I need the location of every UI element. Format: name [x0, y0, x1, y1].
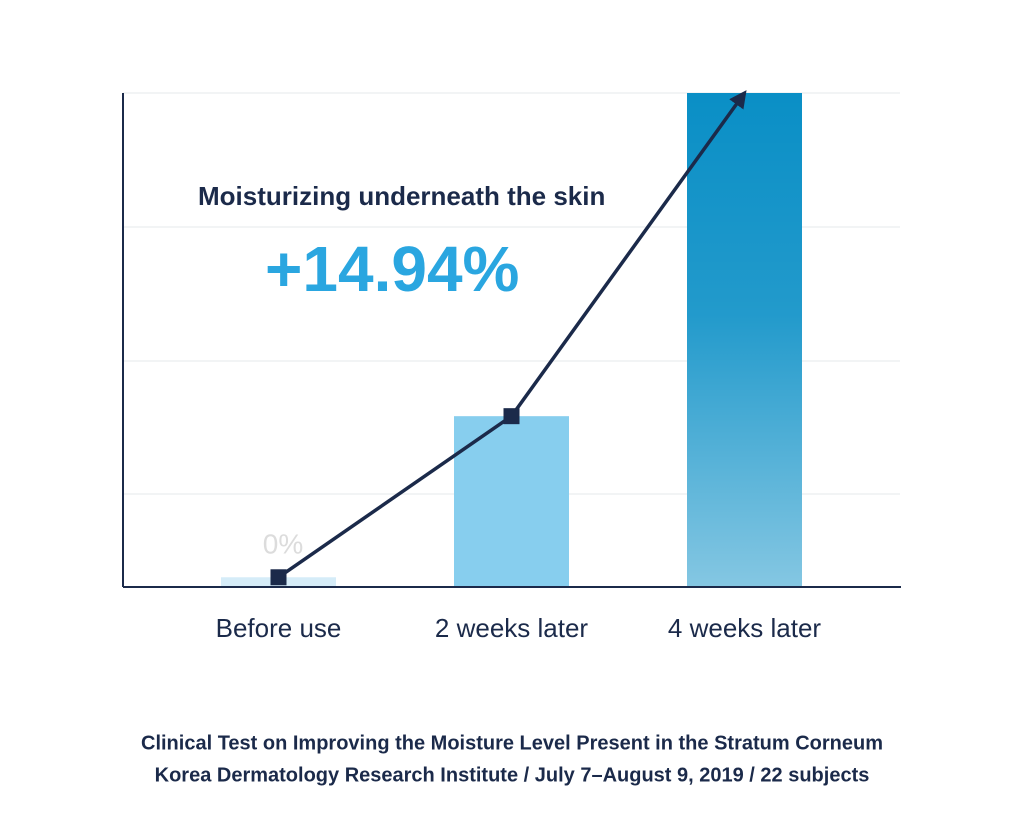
- caption: Clinical Test on Improving the Moisture …: [141, 732, 883, 754]
- trend-marker: [503, 408, 520, 425]
- x-tick-label: 2 weeks later: [435, 613, 589, 643]
- annotation: Moisturizing underneath the skin: [198, 181, 605, 211]
- caption: Korea Dermatology Research Institute / J…: [155, 764, 870, 786]
- trend: [270, 90, 747, 586]
- bar: [454, 416, 569, 587]
- trend-marker: [270, 569, 287, 586]
- bars: [221, 93, 802, 587]
- x-tick-label: Before use: [216, 613, 342, 643]
- highlight-value: +14.94%: [265, 233, 519, 305]
- value-label: 0%: [263, 528, 303, 559]
- bar-shade: [687, 93, 802, 587]
- x-tick-label: 4 weeks later: [668, 613, 822, 643]
